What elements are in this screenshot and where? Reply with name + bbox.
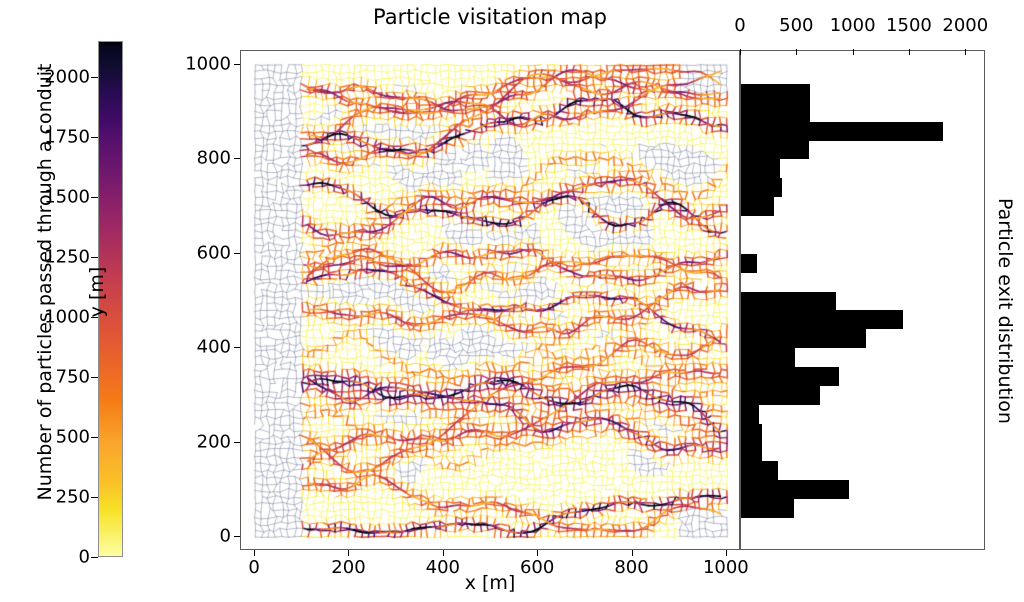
colorbar-axis-label: Number of particles passed through a con…: [34, 63, 56, 501]
map-y-tick: [234, 64, 240, 66]
colorbar: 0 250 500 750 1000 1250 1500 1750 2000: [44, 41, 123, 568]
map-x-tick-label: 0: [248, 557, 260, 578]
map-y-axis-label: y [m]: [86, 266, 108, 318]
map-y-tick: [234, 535, 240, 537]
histogram-bar: [741, 159, 781, 179]
map-x-tick: [631, 550, 633, 556]
histogram-bar: [741, 461, 779, 481]
map-y-tick: [234, 347, 240, 349]
colorbar-gradient: [98, 41, 123, 557]
map-x-tick: [348, 550, 350, 556]
histogram-x-tick-label: 0: [734, 15, 746, 36]
colorbar-tick-label: 2000: [44, 66, 90, 88]
map-y-tick: [234, 441, 240, 443]
colorbar-tick: [91, 557, 98, 558]
histogram-x-tick-label: 2000: [942, 15, 989, 36]
histogram-bar: [741, 329, 867, 349]
map-y-tick-label: 400: [196, 336, 231, 358]
colorbar-tick-label: 1500: [44, 186, 90, 208]
map-x-tick: [537, 550, 539, 556]
histogram-bar: [741, 197, 774, 217]
map-x-tick-label: 400: [425, 557, 461, 578]
histogram-x-axis: 0 500 1000 1500 2000: [734, 14, 989, 55]
histogram-bar: [741, 348, 796, 368]
histogram-bar: [741, 102, 810, 122]
histogram-bar: [741, 442, 762, 462]
colorbar-tick: [91, 317, 98, 318]
page-title: Particle visitation map: [373, 5, 607, 29]
histogram-bar: [741, 404, 760, 424]
histogram-x-tick-label: 1000: [829, 15, 876, 36]
histogram-bar: [741, 385, 820, 405]
map-x-tick: [254, 550, 256, 556]
map-y-axis: 0 200 400 600 800 1000: [160, 50, 240, 550]
histogram-bar: [741, 253, 757, 273]
map-x-axis-label: x [m]: [464, 572, 516, 594]
colorbar-tick: [91, 257, 98, 258]
map-y-tick-label: 0: [219, 525, 231, 547]
histogram-bar: [741, 499, 794, 518]
histogram-bar: [741, 84, 810, 103]
histogram-bar: [741, 178, 782, 198]
histogram-x-tick: [740, 49, 741, 55]
colorbar-tick: [91, 497, 98, 498]
histogram-x-tick-label: 1500: [886, 15, 932, 36]
colorbar-tick-label: 250: [55, 486, 90, 508]
colorbar-tick: [91, 197, 98, 198]
map-x-tick-label: 200: [331, 557, 366, 578]
map-x-tick: [725, 550, 727, 556]
histogram-x-tick-label: 500: [779, 15, 814, 36]
colorbar-tick-label: 1250: [44, 246, 90, 268]
colorbar-tick-label: 1000: [44, 306, 90, 328]
colorbar-tick-label: 1750: [44, 126, 90, 148]
histogram-bar: [741, 291, 836, 311]
map-y-tick-label: 200: [196, 431, 231, 452]
map-x-tick-label: 1000: [702, 557, 749, 578]
map-y-tick-label: 800: [196, 147, 231, 169]
histogram-x-tick: [908, 49, 910, 55]
histogram-bar: [741, 140, 809, 160]
colorbar-tick-label: 500: [55, 426, 90, 448]
histogram-axis-label: Particle exit distribution: [994, 198, 1016, 424]
map-x-tick-label: 600: [519, 557, 555, 578]
histogram-bar: [741, 480, 850, 500]
map-y-tick-label: 1000: [185, 53, 231, 75]
colorbar-tick: [91, 77, 98, 78]
histogram-bar: [741, 310, 904, 330]
colorbar-tick-label: 750: [55, 366, 90, 388]
histogram-x-tick: [852, 49, 854, 55]
map-y-tick: [234, 252, 240, 254]
map-y-tick-label: 600: [196, 242, 231, 264]
particle-exit-histogram: [740, 50, 985, 550]
histogram-bar: [741, 367, 839, 386]
histogram-x-tick: [965, 49, 967, 55]
map-y-tick: [234, 158, 240, 160]
colorbar-tick: [91, 437, 98, 438]
conduit-network-canvas: [241, 51, 739, 549]
particle-visitation-map: [240, 50, 740, 550]
histogram-x-tick: [796, 49, 798, 55]
colorbar-tick: [91, 377, 98, 378]
map-x-axis: 0 200 400 600 800 1000: [240, 550, 749, 580]
histogram-bar: [741, 121, 943, 141]
colorbar-tick: [91, 137, 98, 138]
map-x-tick-label: 800: [614, 557, 649, 578]
histogram-bar: [741, 423, 763, 443]
map-x-tick: [442, 550, 444, 556]
colorbar-tick-label: 0: [78, 546, 90, 568]
